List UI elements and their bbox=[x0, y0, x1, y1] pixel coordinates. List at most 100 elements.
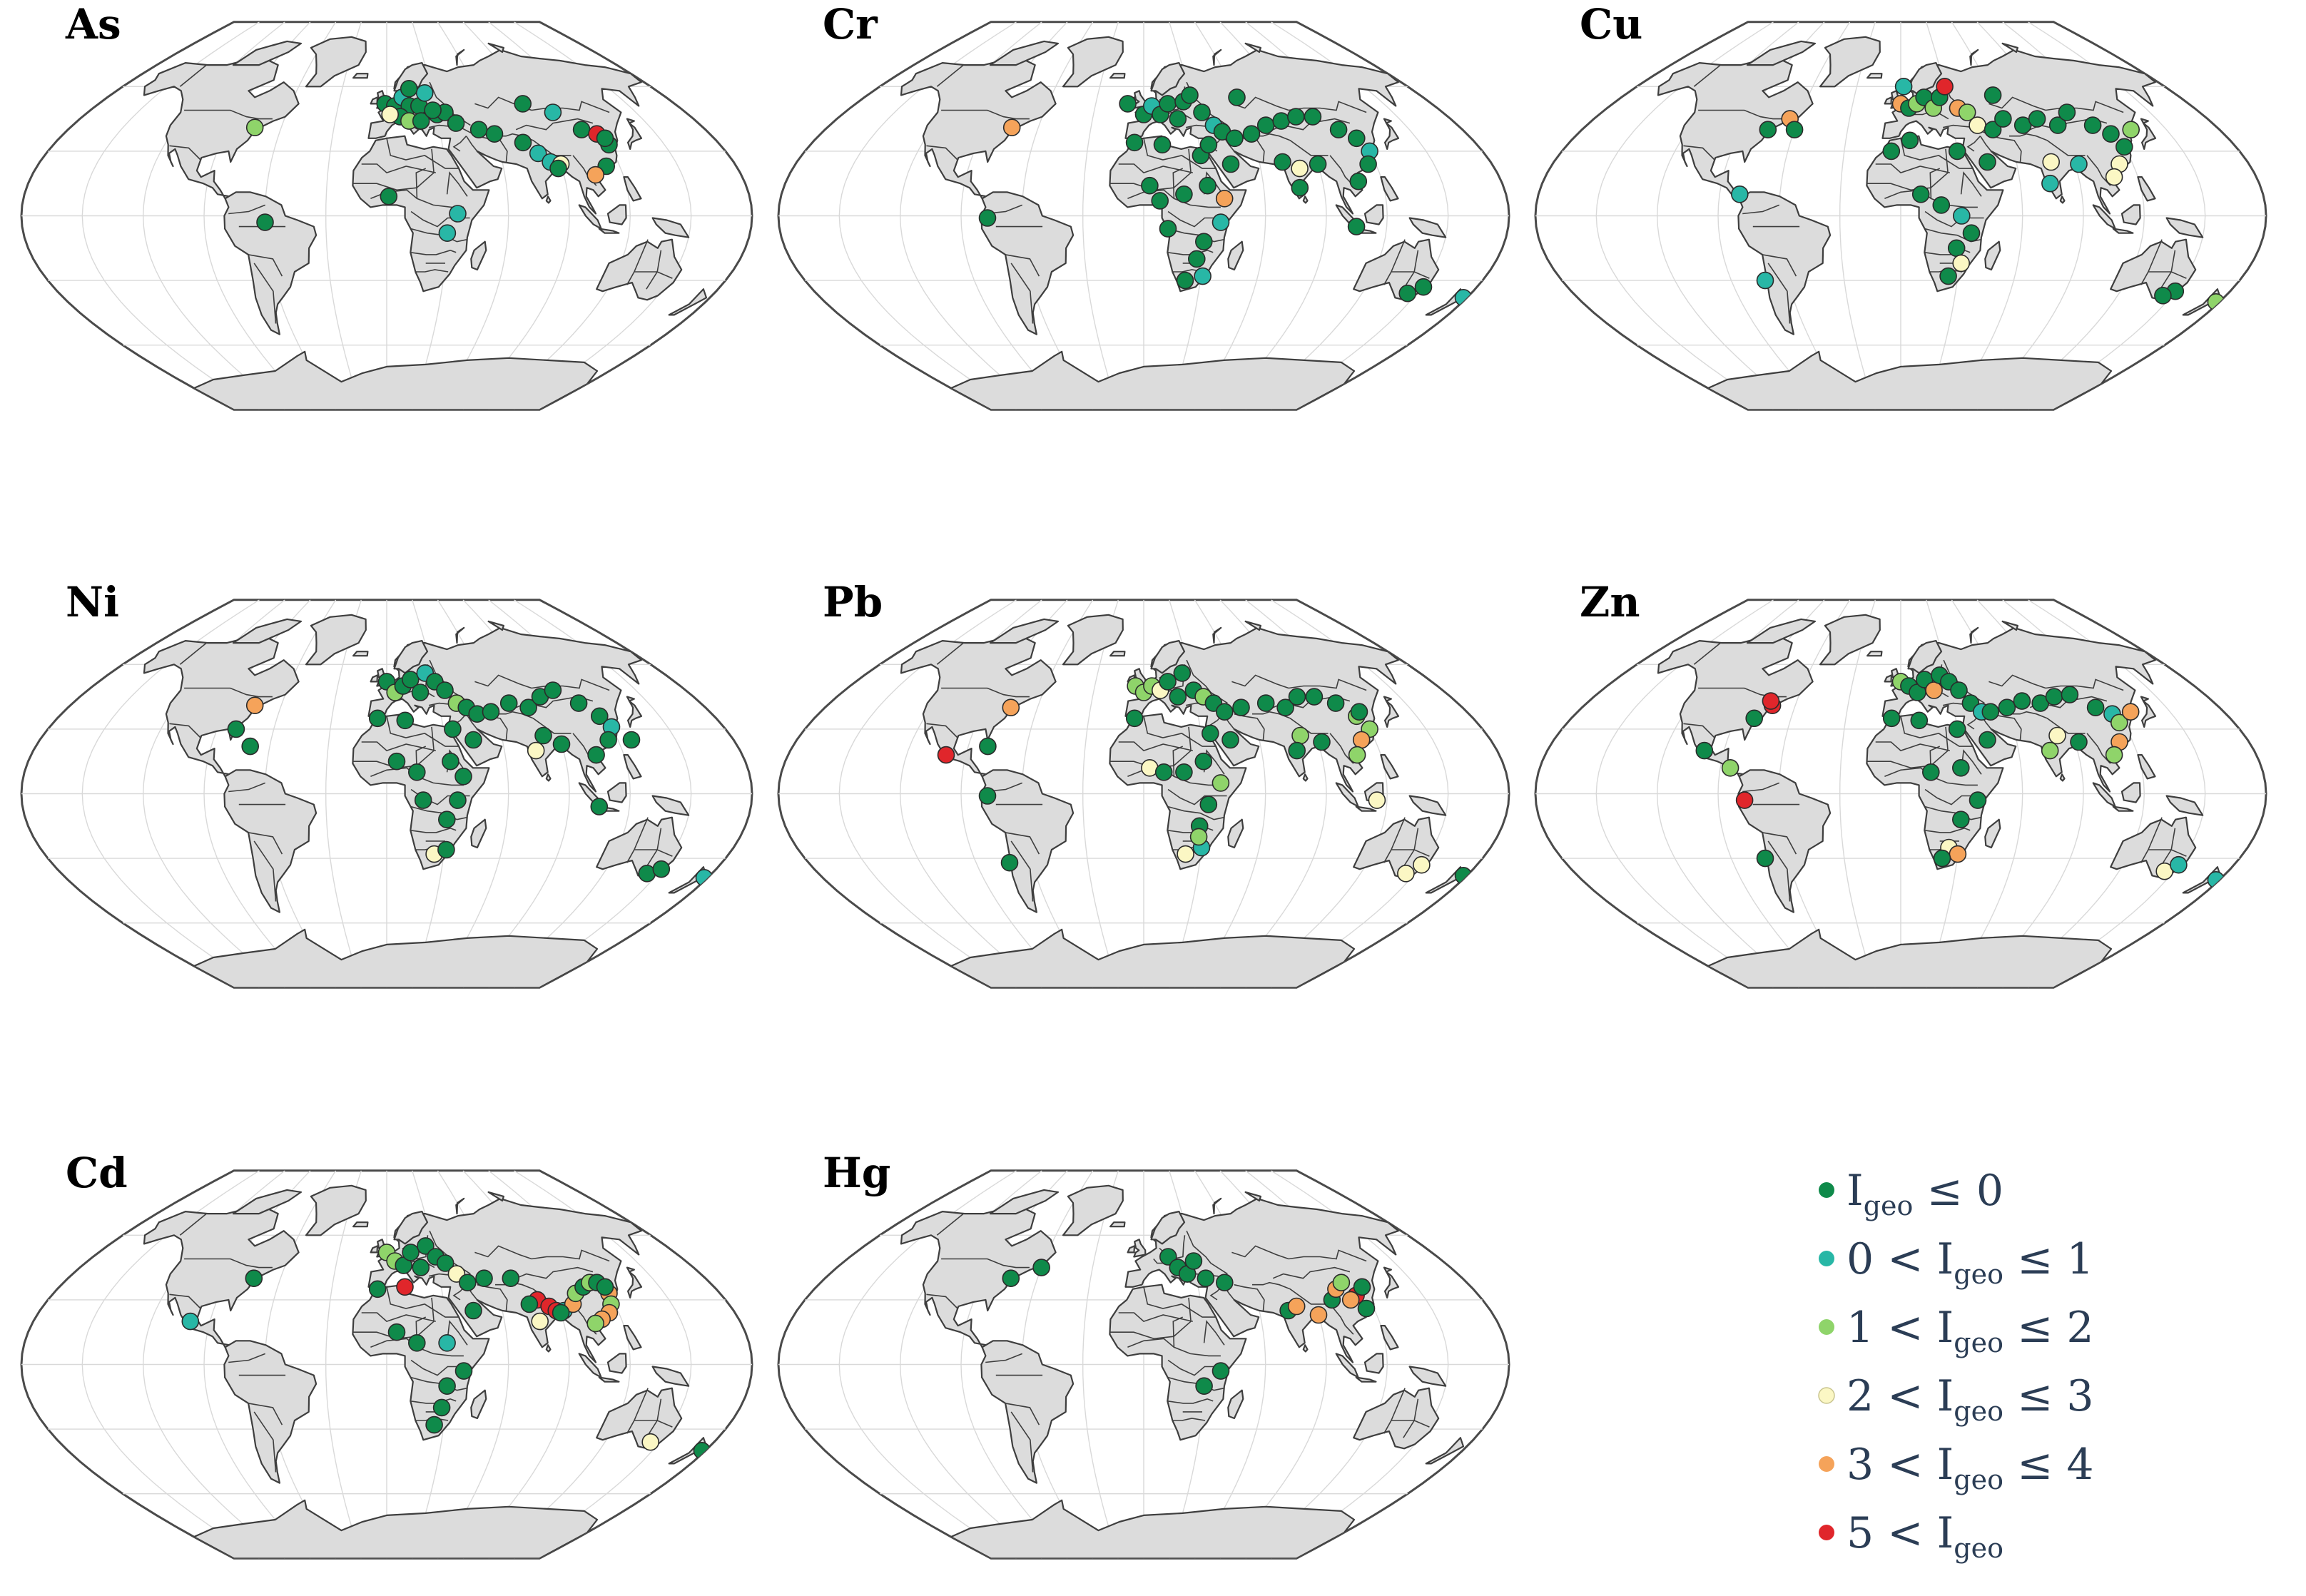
land-polygon bbox=[1657, 57, 1814, 200]
land-polygon bbox=[1707, 928, 2113, 988]
site-marker bbox=[1242, 125, 1261, 143]
country-border bbox=[1329, 733, 1354, 764]
site-marker bbox=[437, 810, 456, 829]
site-marker bbox=[2042, 153, 2061, 171]
country-border bbox=[1118, 1312, 1193, 1323]
site-marker bbox=[979, 737, 997, 756]
site-marker bbox=[1350, 703, 1368, 721]
site-marker bbox=[1947, 239, 1966, 258]
country-border bbox=[1005, 254, 1040, 277]
sampling-sites bbox=[978, 86, 1473, 307]
land-polygon bbox=[470, 1389, 487, 1420]
site-marker bbox=[572, 121, 591, 138]
site-marker bbox=[432, 1398, 451, 1417]
site-marker bbox=[1194, 233, 1213, 251]
site-marker bbox=[586, 166, 605, 184]
site-marker bbox=[2061, 686, 2079, 703]
country-border bbox=[169, 723, 201, 738]
land-polygon bbox=[1363, 1353, 1384, 1374]
land-polygon bbox=[1819, 36, 1881, 88]
legend-post: ≤ 0 bbox=[1913, 1166, 2003, 1216]
land-polygon bbox=[1819, 614, 1881, 666]
site-marker bbox=[534, 726, 552, 745]
map-panels: As Cr Cu Ni Pb Zn Cd Hg bbox=[20, 0, 2267, 1560]
site-marker bbox=[1341, 1291, 1360, 1309]
site-marker bbox=[1948, 142, 1966, 161]
sampling-sites bbox=[937, 664, 1473, 885]
legend-item-3: 2 < Igeo ≤ 3 bbox=[1818, 1371, 2094, 1427]
land-polygon bbox=[980, 769, 1075, 913]
country-border bbox=[248, 832, 283, 855]
land-polygon bbox=[900, 1206, 1057, 1348]
panel-label: Zn bbox=[1580, 578, 1640, 626]
site-marker bbox=[396, 711, 415, 730]
land-polygon bbox=[606, 782, 627, 803]
land-polygon bbox=[1380, 754, 1399, 780]
site-marker bbox=[1177, 845, 1194, 863]
country-border bbox=[2009, 711, 2086, 734]
map-panel-cd: Cd bbox=[20, 1149, 753, 1560]
site-marker bbox=[1413, 855, 1431, 874]
land-polygon bbox=[1212, 626, 1222, 644]
site-marker bbox=[514, 95, 532, 113]
site-marker bbox=[1962, 224, 1981, 243]
country-border bbox=[634, 271, 673, 279]
land-polygon bbox=[545, 1344, 552, 1353]
site-marker bbox=[402, 1244, 420, 1261]
site-marker bbox=[1169, 688, 1187, 706]
site-marker bbox=[1414, 278, 1433, 296]
land-polygon bbox=[1907, 640, 1943, 674]
land-polygon bbox=[1383, 118, 1400, 150]
site-marker bbox=[1329, 121, 1348, 138]
legend-swatch bbox=[1819, 1525, 1834, 1540]
country-border bbox=[1005, 832, 1040, 855]
site-marker bbox=[1721, 759, 1739, 777]
country-border bbox=[1329, 1303, 1354, 1335]
site-marker bbox=[368, 1280, 387, 1298]
sampling-sites bbox=[227, 664, 713, 887]
country-border bbox=[634, 1420, 673, 1428]
country-border bbox=[1231, 674, 1289, 689]
land-polygon bbox=[623, 1325, 642, 1351]
site-marker bbox=[2105, 168, 2123, 186]
land-polygon bbox=[598, 228, 620, 234]
site-marker bbox=[1368, 791, 1386, 809]
country-border bbox=[2148, 849, 2187, 857]
site-marker bbox=[2170, 855, 2188, 874]
land-polygon bbox=[143, 57, 300, 200]
site-marker bbox=[424, 101, 442, 119]
land-polygon bbox=[2165, 217, 2204, 238]
site-marker bbox=[454, 1362, 473, 1380]
site-marker bbox=[552, 1303, 570, 1322]
country-border bbox=[531, 101, 610, 113]
site-marker bbox=[411, 683, 430, 701]
country-border bbox=[1252, 133, 1329, 156]
site-marker bbox=[1002, 118, 1021, 136]
site-marker bbox=[1951, 810, 1970, 829]
site-marker bbox=[1159, 220, 1177, 238]
country-border bbox=[941, 1258, 1030, 1269]
country-border bbox=[253, 1411, 277, 1473]
site-marker bbox=[1173, 664, 1192, 682]
site-marker bbox=[436, 681, 454, 699]
country-border bbox=[248, 254, 283, 277]
country-border bbox=[1683, 723, 1715, 738]
site-marker bbox=[1291, 178, 1309, 197]
site-marker bbox=[1194, 752, 1213, 771]
map-content bbox=[778, 1170, 1509, 1559]
site-marker bbox=[937, 746, 955, 764]
site-marker bbox=[1288, 741, 1306, 760]
country-border bbox=[495, 711, 572, 734]
site-marker bbox=[437, 840, 455, 859]
land-polygon bbox=[1881, 626, 2156, 793]
site-marker bbox=[425, 1415, 443, 1434]
site-marker bbox=[1305, 688, 1324, 706]
site-marker bbox=[1228, 88, 1246, 106]
country-border bbox=[1252, 711, 1329, 734]
country-border bbox=[1875, 741, 1950, 752]
land-polygon bbox=[487, 42, 504, 54]
country-border bbox=[1988, 674, 2046, 689]
country-border bbox=[386, 1286, 459, 1318]
country-border bbox=[1966, 136, 1981, 152]
site-marker bbox=[1969, 791, 1987, 809]
